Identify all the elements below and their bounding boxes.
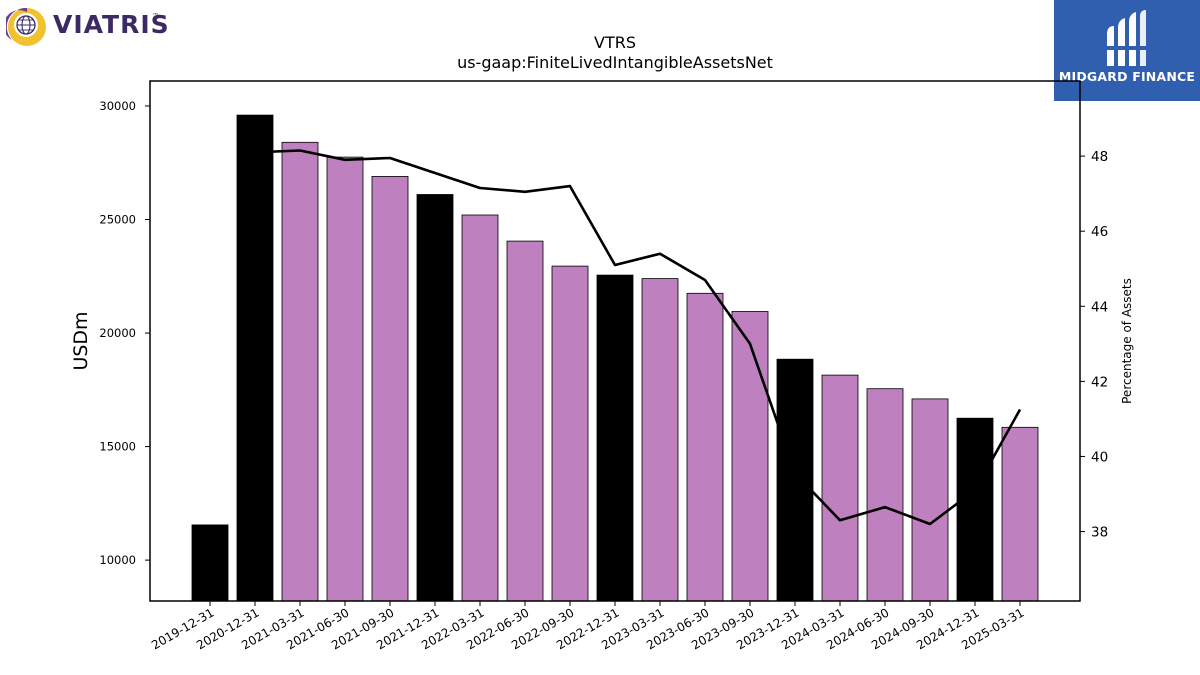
- chart-subtitle: us-gaap:FiniteLivedIntangibleAssetsNet: [457, 53, 773, 72]
- bar-series: [191, 114, 1039, 602]
- viatris-globe-icon: [6, 7, 46, 46]
- y-axis-left: 10000 15000 20000 25000 30000: [99, 99, 150, 567]
- bar-2021-03-31: [281, 141, 319, 602]
- bar-2021-06-30: [326, 156, 364, 602]
- y-tick-label: 15000: [99, 440, 136, 454]
- bar-2022-03-31: [461, 214, 499, 602]
- bar-2023-09-30: [731, 311, 769, 602]
- bar-2023-06-30: [686, 292, 724, 602]
- viatris-logo: VIATRIS ™: [0, 0, 175, 52]
- bar-2021-09-30: [371, 175, 409, 602]
- bar-2020-12-31: [236, 114, 274, 602]
- y-tick-label: 20000: [99, 326, 136, 340]
- bar-2025-03-31: [1001, 426, 1039, 602]
- y2-tick-label: 48: [1091, 149, 1108, 165]
- y2-tick-label: 40: [1091, 449, 1108, 465]
- bar-2023-12-31: [776, 358, 814, 602]
- chart-title: VTRS: [594, 33, 636, 52]
- y-tick-label: 30000: [99, 99, 136, 113]
- y-axis-right: 38 40 42 44 46 48: [1080, 149, 1108, 541]
- bar-2024-03-31: [821, 374, 859, 602]
- bar-2022-09-30: [551, 265, 589, 602]
- trademark-mark: ™: [152, 12, 159, 20]
- y-axis-label: USDm: [70, 311, 92, 370]
- bar-2024-12-31: [956, 417, 994, 602]
- viatris-logo-text: VIATRIS: [53, 10, 170, 39]
- y2-tick-label: 44: [1091, 299, 1108, 315]
- percentage-line: [254, 149, 1022, 526]
- y2-tick-label: 46: [1091, 224, 1108, 240]
- bar-2022-06-30: [506, 240, 544, 602]
- bar-2024-09-30: [911, 398, 949, 602]
- y2-tick-label: 38: [1091, 525, 1108, 541]
- y-tick-label: 25000: [99, 213, 136, 227]
- midgard-logo-text: MIDGARD FINANCE: [1058, 69, 1196, 84]
- bar-2024-06-30: [866, 388, 904, 602]
- midgard-finance-logo: MIDGARD FINANCE: [1054, 0, 1200, 101]
- bar-2023-03-31: [641, 278, 679, 602]
- bar-2021-12-31: [416, 194, 454, 602]
- y2-axis-label: Percentage of Assets: [1120, 278, 1134, 404]
- x-axis: 2019-12-312020-12-312021-03-312021-06-30…: [149, 601, 1027, 652]
- y2-tick-label: 42: [1091, 374, 1108, 390]
- bar-2019-12-31: [191, 524, 229, 602]
- line-series: [254, 149, 1022, 526]
- y-tick-label: 10000: [99, 553, 136, 567]
- midgard-m-icon: [1107, 10, 1146, 66]
- bar-2022-12-31: [596, 274, 634, 602]
